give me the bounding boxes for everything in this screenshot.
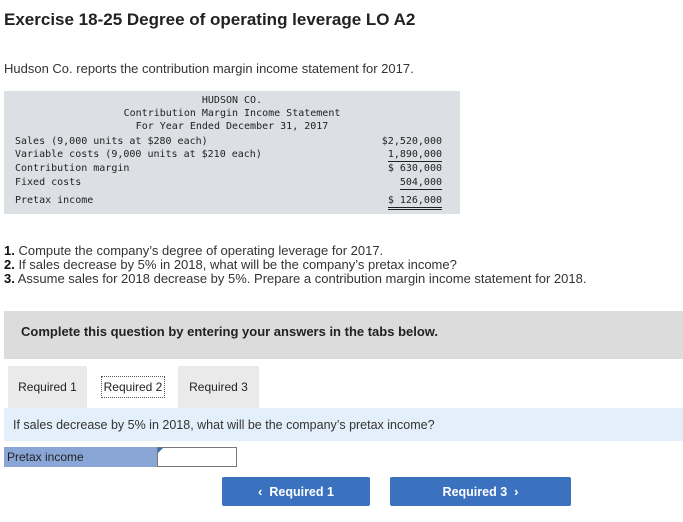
- row-amount-sales: $2,520,000: [381, 136, 442, 147]
- tab-required-2[interactable]: Required 2: [91, 366, 175, 408]
- intro-text: Hudson Co. reports the contribution marg…: [4, 61, 414, 76]
- statement-period: For Year Ended December 31, 2017: [135, 121, 329, 132]
- income-statement: HUDSON CO. Contribution Margin Income St…: [4, 91, 460, 214]
- row-label-contribution-margin: Contribution margin: [15, 163, 130, 174]
- question-1: 1. Compute the company’s degree of opera…: [4, 243, 384, 258]
- tab-required-1[interactable]: Required 1: [8, 366, 87, 408]
- chevron-left-icon: ‹: [258, 484, 263, 499]
- prev-required-button[interactable]: ‹ Required 1: [222, 477, 370, 506]
- exercise-title: Exercise 18-25 Degree of operating lever…: [4, 10, 416, 29]
- question-3: 3. Assume sales for 2018 decrease by 5%.…: [4, 271, 587, 286]
- row-amount-contribution-margin: $ 630,000: [387, 163, 442, 174]
- answer-label: Pretax income: [4, 447, 157, 467]
- pretax-income-input[interactable]: [157, 447, 237, 467]
- question-2: 2. If sales decrease by 5% in 2018, what…: [4, 257, 457, 272]
- chevron-right-icon: ›: [514, 484, 519, 499]
- row-amount-fixed-costs: 504,000: [399, 177, 442, 190]
- row-amount-pretax-income: $ 126,000: [387, 194, 442, 210]
- tab-label: Required 2: [100, 376, 166, 398]
- statement-company: HUDSON CO.: [201, 95, 263, 106]
- row-label-variable-costs: Variable costs (9,000 units at $210 each…: [15, 149, 262, 160]
- statement-name: Contribution Margin Income Statement: [123, 108, 341, 119]
- next-required-button[interactable]: Required 3 ›: [390, 477, 571, 506]
- prev-button-label: Required 1: [269, 485, 334, 499]
- tab-required-3[interactable]: Required 3: [178, 366, 259, 408]
- row-label-pretax-income: Pretax income: [15, 195, 94, 206]
- question-list: 1. Compute the company’s degree of opera…: [4, 244, 586, 286]
- row-label-fixed-costs: Fixed costs: [15, 177, 82, 188]
- row-label-sales: Sales (9,000 units at $280 each): [15, 136, 208, 147]
- banner-text: Complete this question by entering your …: [21, 324, 439, 339]
- row-amount-variable-costs: 1,890,000: [387, 149, 442, 162]
- next-button-label: Required 3: [442, 485, 508, 499]
- tab-prompt: If sales decrease by 5% in 2018, what wi…: [4, 408, 683, 441]
- tab-prompt-text: If sales decrease by 5% in 2018, what wi…: [13, 418, 435, 432]
- tab-label: Required 1: [18, 380, 77, 394]
- tab-label: Required 3: [189, 380, 248, 394]
- instructions-banner: Complete this question by entering your …: [4, 311, 683, 359]
